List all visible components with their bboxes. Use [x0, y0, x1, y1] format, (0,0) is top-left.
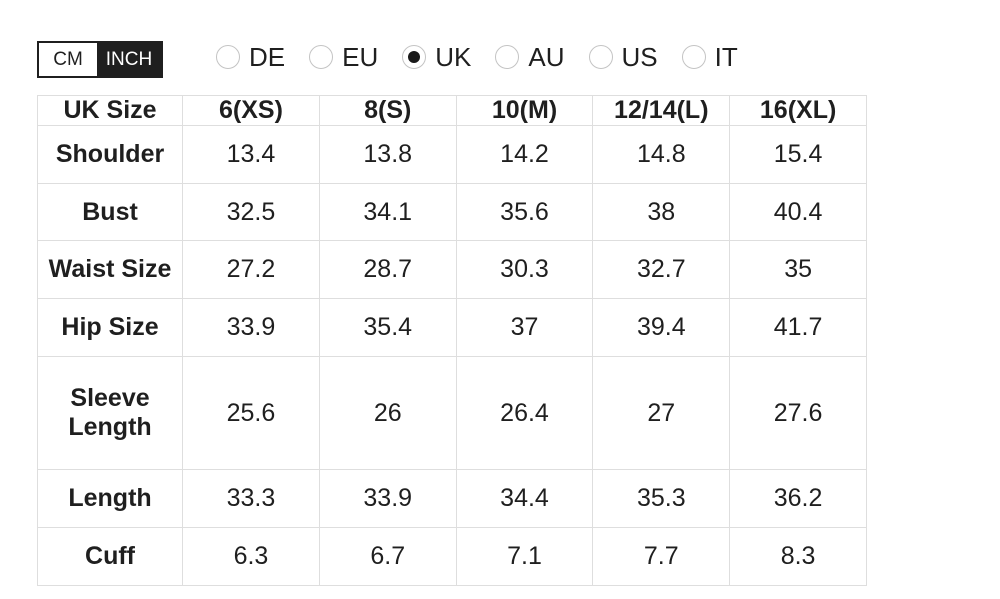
radio-button-icon[interactable]: [402, 45, 427, 69]
region-radio-label: UK: [435, 42, 472, 72]
size-table-header-cell: 12/14(L): [592, 95, 731, 126]
size-value-cell: 28.7: [318, 240, 457, 300]
region-radio-au[interactable]: AU: [495, 42, 565, 72]
region-radio-it[interactable]: IT: [681, 42, 738, 72]
size-value-cell: 38: [592, 182, 731, 242]
measurement-row-label: Cuff: [36, 527, 184, 586]
size-value-cell: 34.1: [318, 182, 457, 242]
measurement-row-label: Waist Size: [36, 240, 184, 300]
size-value-cell: 33.9: [318, 469, 457, 529]
region-radio-us[interactable]: US: [588, 42, 658, 72]
table-row: Length 33.3 33.9 34.4 35.3 36.2: [36, 469, 867, 529]
size-value-cell: 39.4: [592, 298, 731, 357]
size-table-header-row: UK Size 6(XS) 8(S) 10(M) 12/14(L) 16(XL): [36, 95, 867, 126]
size-value-cell: 27: [592, 355, 731, 471]
size-table-header-cell: 6(XS): [182, 95, 320, 126]
size-value-cell: 30.3: [455, 240, 594, 300]
radio-button-icon[interactable]: [588, 45, 613, 69]
region-radio-label: DE: [249, 42, 286, 72]
table-row: Hip Size 33.9 35.4 37 39.4 41.7: [36, 298, 867, 357]
size-value-cell: 32.5: [182, 182, 320, 242]
radio-button-icon[interactable]: [216, 45, 240, 69]
size-value-cell: 13.8: [318, 125, 457, 184]
size-value-cell: 14.8: [592, 125, 731, 184]
unit-toggle[interactable]: CM INCH: [37, 41, 163, 78]
size-table: UK Size 6(XS) 8(S) 10(M) 12/14(L) 16(XL) Shou…: [36, 95, 867, 586]
size-value-cell: 35.3: [592, 469, 731, 529]
radio-button-icon[interactable]: [495, 45, 520, 69]
size-value-cell: 14.2: [455, 125, 594, 184]
measurement-row-label: Length: [36, 469, 184, 529]
size-value-cell: 13.4: [182, 125, 320, 184]
measurement-row-label: Hip Size: [36, 298, 184, 357]
table-row: Sleeve Length 25.6 26 26.4 27 27.6: [36, 355, 867, 471]
size-value-cell: 27.6: [729, 355, 867, 471]
table-row: Bust 32.5 34.1 35.6 38 40.4: [36, 182, 867, 242]
size-value-cell: 25.6: [182, 355, 320, 471]
size-value-cell: 26: [318, 355, 457, 471]
size-value-cell: 33.9: [182, 298, 320, 357]
size-value-cell: 36.2: [729, 469, 867, 529]
size-value-cell: 37: [455, 298, 594, 357]
size-value-cell: 6.3: [182, 527, 320, 586]
region-radio-label: IT: [714, 42, 738, 72]
measurement-row-label: Shoulder: [36, 125, 184, 184]
size-value-cell: 15.4: [729, 125, 867, 184]
radio-selected-dot-icon: [408, 51, 421, 63]
size-table-header-cell: 10(M): [455, 95, 594, 126]
size-value-cell: 7.1: [455, 527, 594, 586]
size-value-cell: 32.7: [592, 240, 731, 300]
measurement-row-label: Bust: [36, 182, 184, 242]
size-value-cell: 26.4: [455, 355, 594, 471]
table-row: Waist Size 27.2 28.7 30.3 32.7 35: [36, 240, 867, 300]
region-radio-group: DE EU UK AU US IT: [216, 44, 738, 70]
size-table-header-cell: 8(S): [318, 95, 457, 126]
size-value-cell: 6.7: [318, 527, 457, 586]
size-value-cell: 41.7: [729, 298, 867, 357]
table-row: Shoulder 13.4 13.8 14.2 14.8 15.4: [36, 125, 867, 184]
unit-option-inch[interactable]: INCH: [97, 43, 161, 76]
size-value-cell: 34.4: [455, 469, 594, 529]
region-radio-label: US: [621, 42, 658, 72]
size-value-cell: 35: [729, 240, 867, 300]
size-value-cell: 35.4: [318, 298, 457, 357]
region-radio-uk[interactable]: UK: [402, 44, 471, 70]
region-radio-label: EU: [342, 42, 379, 72]
radio-button-icon[interactable]: [309, 45, 334, 69]
region-radio-label: AU: [528, 42, 565, 72]
region-radio-eu[interactable]: EU: [309, 44, 378, 70]
size-value-cell: 27.2: [182, 240, 320, 300]
size-value-cell: 8.3: [729, 527, 867, 586]
measurement-row-label: Sleeve Length: [36, 355, 184, 471]
size-value-cell: 40.4: [729, 182, 867, 242]
region-radio-de[interactable]: DE: [216, 44, 285, 70]
unit-option-cm[interactable]: CM: [39, 43, 97, 76]
size-value-cell: 35.6: [455, 182, 594, 242]
size-table-header-cell: 16(XL): [729, 95, 867, 126]
table-row: Cuff 6.3 6.7 7.1 7.7 8.3: [36, 527, 867, 586]
radio-button-icon[interactable]: [681, 45, 706, 69]
size-table-header-cell: UK Size: [36, 95, 184, 126]
size-value-cell: 7.7: [592, 527, 731, 586]
size-value-cell: 33.3: [182, 469, 320, 529]
